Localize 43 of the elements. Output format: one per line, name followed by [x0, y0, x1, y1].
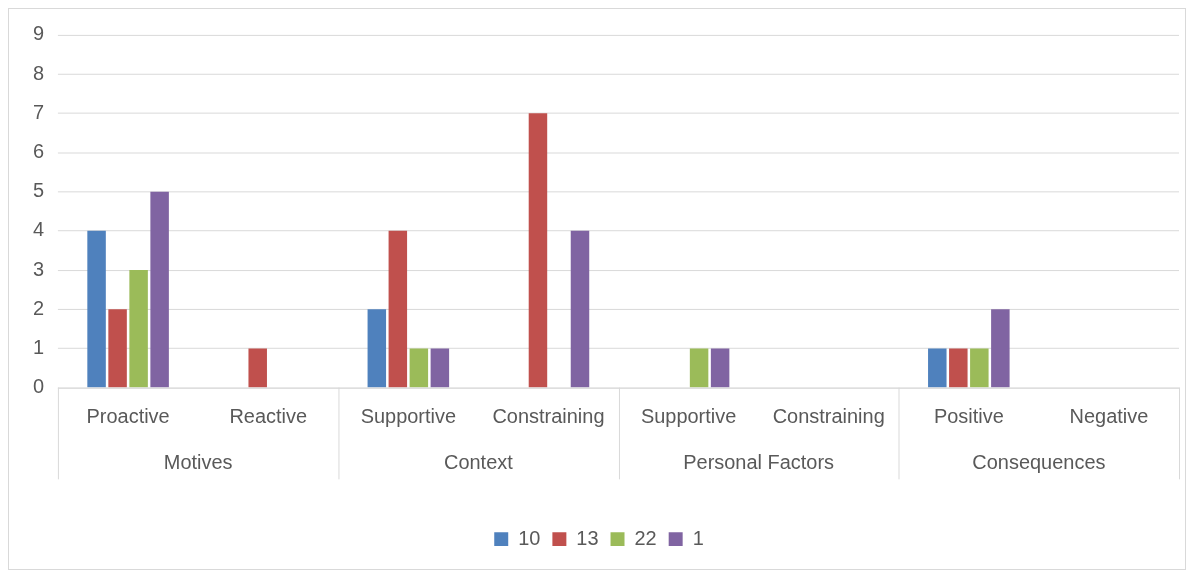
y-tick-label: 2	[32, 296, 45, 319]
bar	[570, 230, 590, 388]
bar	[689, 348, 709, 388]
x-tick-label: Constraining	[772, 405, 885, 428]
x-tick-label: Supportive	[640, 405, 737, 428]
text: Context	[444, 450, 514, 473]
bar	[970, 348, 989, 388]
legend-label: 13	[576, 526, 599, 549]
bar	[150, 191, 169, 388]
text: Personal Factors	[683, 450, 835, 473]
x-tick-label: Constraining	[492, 405, 605, 428]
legend-label: 10	[518, 526, 541, 549]
bar	[430, 348, 450, 388]
y-tick-label: 9	[32, 22, 45, 45]
y-tick-label: 1	[32, 335, 45, 358]
y-tick-label: 0	[32, 375, 45, 398]
bar	[928, 348, 947, 388]
x-tick-label: Positive	[933, 405, 1004, 428]
legend-label: 1	[692, 526, 704, 549]
x-tick-label: Negative	[1069, 405, 1149, 428]
bar	[409, 348, 429, 388]
bar	[367, 309, 387, 388]
bar	[248, 348, 267, 388]
y-tick-label: 6	[32, 140, 45, 162]
y-tick-label: 8	[32, 61, 45, 84]
bar	[87, 230, 106, 388]
bar	[528, 113, 548, 388]
x-tick-label: Supportive	[360, 405, 457, 428]
bar	[991, 309, 1010, 388]
x-tick-label: Reactive	[229, 405, 308, 428]
x-tick-label: Proactive	[86, 405, 170, 428]
text: Motives	[163, 450, 233, 473]
bar	[710, 348, 730, 388]
legend-label: 22	[634, 526, 657, 549]
bar	[388, 230, 408, 388]
bar	[129, 270, 148, 388]
text: Consequences	[972, 450, 1106, 473]
y-tick-label: 5	[32, 179, 45, 202]
bar	[949, 348, 968, 388]
y-tick-label: 4	[32, 218, 45, 241]
y-tick-label: 7	[32, 100, 45, 123]
bar	[108, 309, 127, 388]
y-tick-label: 3	[32, 257, 45, 280]
